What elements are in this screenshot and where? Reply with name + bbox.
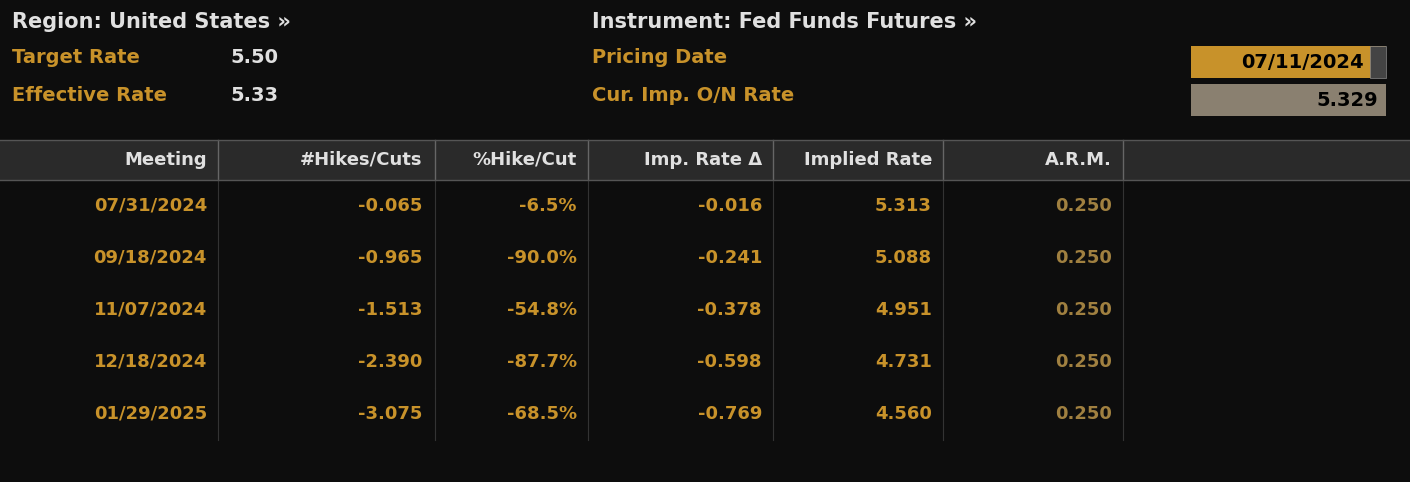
Text: -0.241: -0.241 [698, 249, 761, 267]
Text: -0.378: -0.378 [698, 301, 761, 319]
Text: Target Rate: Target Rate [13, 48, 140, 67]
Bar [1371, 46, 1386, 78]
Text: -2.390: -2.390 [358, 353, 422, 371]
Text: -54.8%: -54.8% [506, 301, 577, 319]
Text: 5.50: 5.50 [230, 48, 278, 67]
Text: Instrument: Fed Funds Futures »: Instrument: Fed Funds Futures » [592, 12, 977, 32]
Text: -0.016: -0.016 [698, 197, 761, 215]
Text: 0.250: 0.250 [1055, 353, 1112, 371]
Text: Implied Rate: Implied Rate [804, 151, 932, 169]
Text: 5.329: 5.329 [1317, 91, 1378, 109]
Text: 0.250: 0.250 [1055, 249, 1112, 267]
Text: Effective Rate: Effective Rate [13, 86, 166, 105]
Bar [1191, 46, 1386, 78]
Bar [0, 140, 1410, 180]
Text: 12/18/2024: 12/18/2024 [93, 353, 207, 371]
Text: -87.7%: -87.7% [506, 353, 577, 371]
Text: 5.33: 5.33 [230, 86, 278, 105]
Text: 01/29/2025: 01/29/2025 [93, 405, 207, 423]
Bar [0, 388, 1410, 440]
Text: 4.731: 4.731 [876, 353, 932, 371]
Text: 4.951: 4.951 [876, 301, 932, 319]
Text: #Hikes/Cuts: #Hikes/Cuts [299, 151, 422, 169]
Bar [0, 232, 1410, 284]
Text: Meeting: Meeting [124, 151, 207, 169]
Text: 07/11/2024: 07/11/2024 [1241, 53, 1363, 71]
Bar [1191, 84, 1386, 116]
Text: Region: United States »: Region: United States » [13, 12, 290, 32]
Text: A.R.M.: A.R.M. [1045, 151, 1112, 169]
Text: 0.250: 0.250 [1055, 405, 1112, 423]
Text: 11/07/2024: 11/07/2024 [93, 301, 207, 319]
Text: Cur. Imp. O/N Rate: Cur. Imp. O/N Rate [592, 86, 794, 105]
Text: 0.250: 0.250 [1055, 301, 1112, 319]
Text: Pricing Date: Pricing Date [592, 48, 728, 67]
Text: -68.5%: -68.5% [506, 405, 577, 423]
Text: %Hike/Cut: %Hike/Cut [472, 151, 577, 169]
Text: -3.075: -3.075 [358, 405, 422, 423]
Text: -0.769: -0.769 [698, 405, 761, 423]
Text: -90.0%: -90.0% [508, 249, 577, 267]
Text: 07/31/2024: 07/31/2024 [93, 197, 207, 215]
Text: -0.965: -0.965 [358, 249, 422, 267]
Bar [0, 284, 1410, 336]
Text: 5.088: 5.088 [874, 249, 932, 267]
Text: -0.598: -0.598 [698, 353, 761, 371]
Text: 09/18/2024: 09/18/2024 [93, 249, 207, 267]
Text: 4.560: 4.560 [876, 405, 932, 423]
Bar [0, 336, 1410, 388]
Text: Imp. Rate Δ: Imp. Rate Δ [644, 151, 761, 169]
Text: 0.250: 0.250 [1055, 197, 1112, 215]
Text: -1.513: -1.513 [358, 301, 422, 319]
Text: 5.313: 5.313 [876, 197, 932, 215]
Bar [0, 180, 1410, 232]
Text: -0.065: -0.065 [358, 197, 422, 215]
Text: -6.5%: -6.5% [519, 197, 577, 215]
